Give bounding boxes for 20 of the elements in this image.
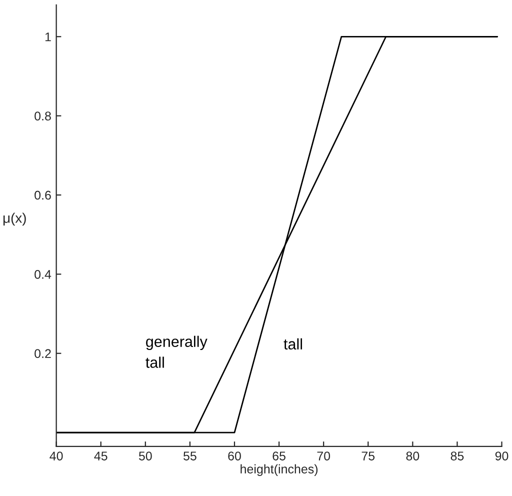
- x-tick-label: 80: [406, 452, 420, 460]
- x-tick-label: 70: [317, 452, 330, 460]
- x-tick-label: 75: [362, 452, 375, 460]
- x-axis-title: height(inches): [240, 464, 318, 476]
- x-tick-label: 90: [495, 452, 508, 460]
- x-tick-label: 45: [94, 452, 108, 460]
- y-axis-title: μ(x): [3, 212, 26, 226]
- y-tick-label: 0.8: [34, 112, 51, 120]
- y-tick-label: 0.6: [34, 190, 51, 200]
- x-tick-label: 40: [50, 452, 63, 460]
- x-tick-label: 55: [184, 452, 196, 460]
- series-label: generally tall: [146, 336, 208, 368]
- y-tick-label: 0.2: [34, 349, 51, 358]
- x-tick-label: 65: [272, 452, 286, 460]
- y-tick-label: 1: [45, 32, 51, 42]
- series-label: tall: [284, 338, 302, 350]
- x-tick-label: 50: [138, 452, 152, 460]
- x-tick-label: 60: [228, 452, 241, 460]
- y-tick-label: 0.4: [34, 270, 52, 279]
- x-tick-label: 85: [450, 452, 464, 460]
